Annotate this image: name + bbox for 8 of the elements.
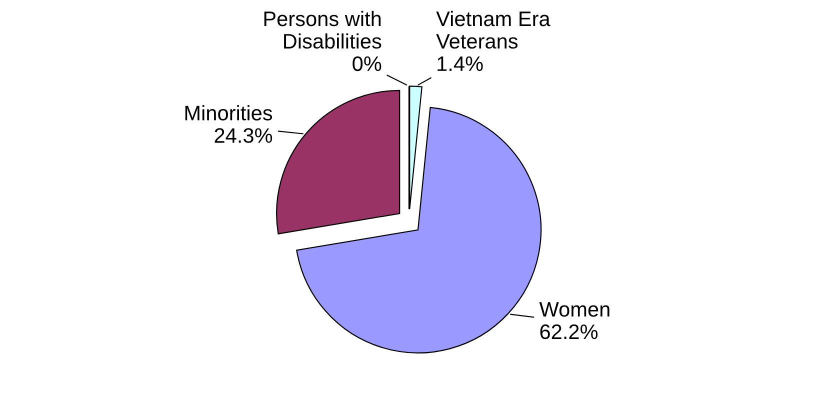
data-label: 1.4% [438, 56, 483, 72]
slice-label: Vietnam Era Veterans [436, 10, 550, 49]
category-label: Persons with Disabilities [264, 10, 382, 49]
slice-label: Minorities [185, 105, 272, 120]
slice-label: Women [539, 302, 610, 317]
data-label: 62.2% [540, 324, 598, 340]
data-label: 24.3% [214, 128, 272, 143]
text: 0% [352, 56, 382, 72]
